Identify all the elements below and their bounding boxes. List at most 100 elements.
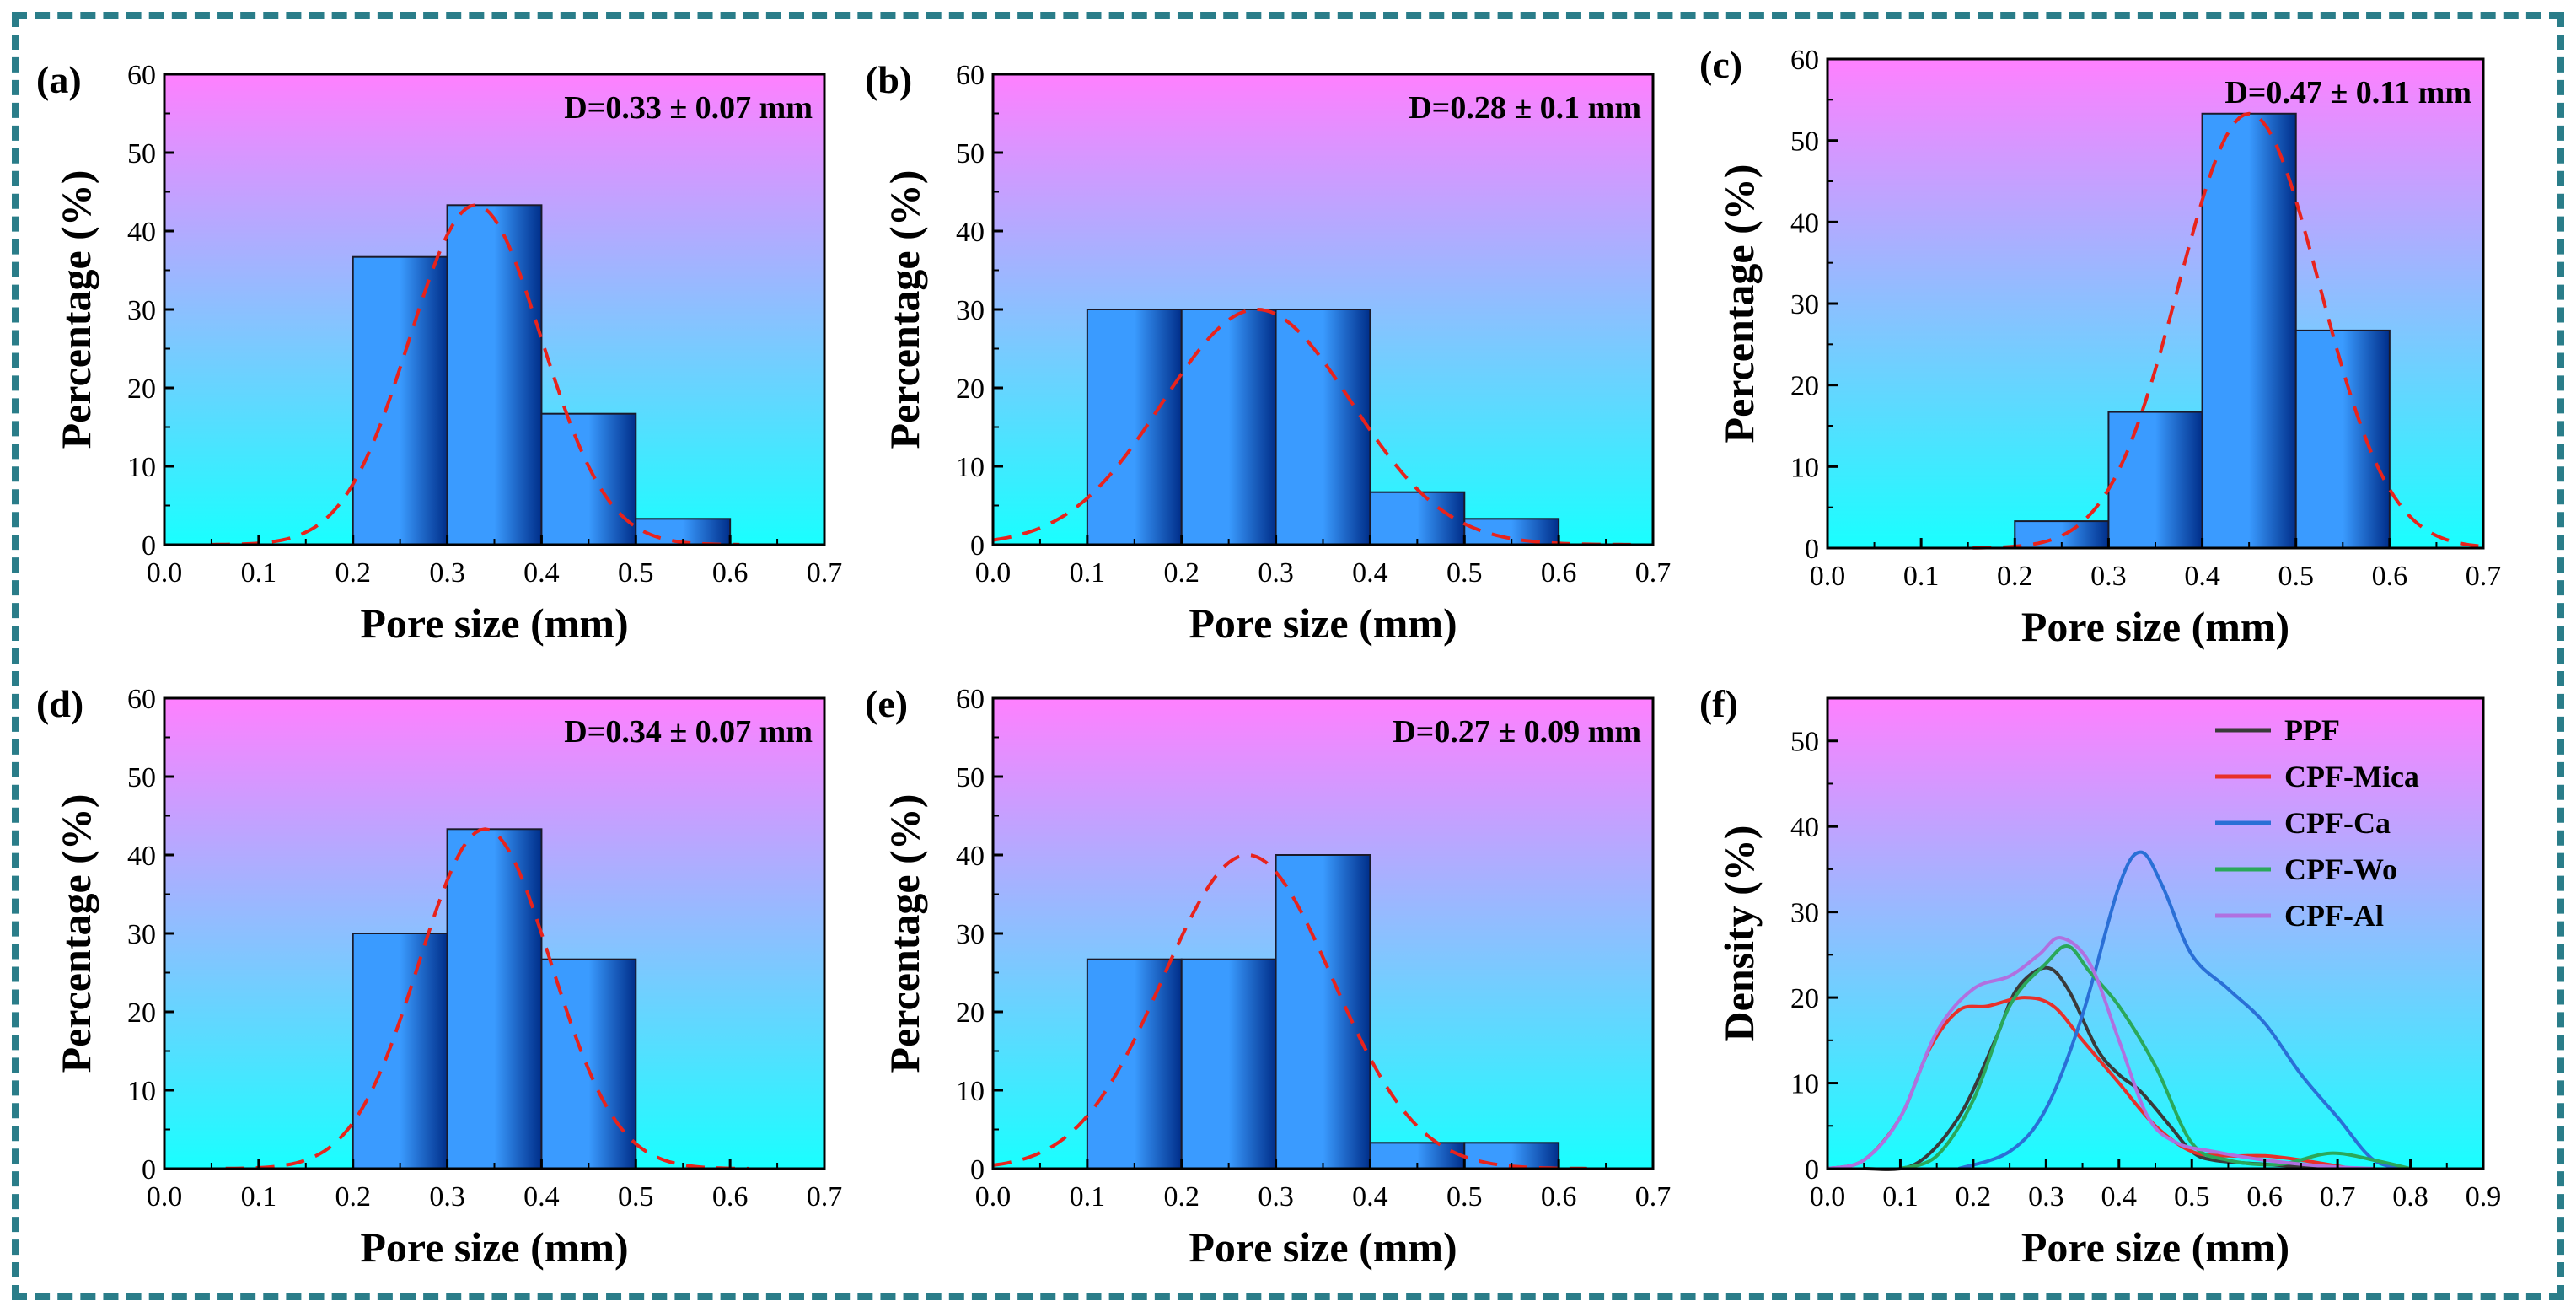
histogram-bar [1275,309,1371,546]
x-tick-label: 0.3 [429,557,465,589]
y-tick-label: 60 [127,60,156,91]
x-tick-label: 0.2 [335,1181,371,1213]
x-tick-label: 0.4 [523,557,560,589]
plot-background [1827,698,2483,1169]
x-tick-label: 0.7 [1635,1181,1672,1213]
y-tick-label: 40 [127,217,156,248]
histogram-bar [352,255,448,546]
density-line-cpf-al [1827,936,2375,1170]
x-tick-label: 0.2 [1163,557,1199,589]
y-tick-label: 30 [1790,898,1819,929]
x-tick-label: 0.6 [2372,561,2408,592]
x-axis-label: Pore size (mm) [2021,1223,2289,1271]
x-tick-label: 0.4 [1352,1181,1388,1213]
y-tick-label: 0 [1805,534,1819,565]
x-tick-label: 0.9 [2466,1181,2502,1213]
x-tick-label: 0.5 [618,557,654,589]
x-tick-label: 0.5 [2278,561,2314,592]
mean-diameter-annotation: D=0.47 ± 0.11 mm [2224,75,2471,110]
x-tick-label: 0.4 [1352,557,1388,589]
x-axis-label: Pore size (mm) [2021,603,2289,650]
histogram-bar [1275,854,1371,1170]
chart-panel-2: 0.0 0.1 0.2 0.3 0.4 0.5 0.6 0.7 0 10 20 30 40 50 60 Por… [865,58,1671,647]
y-tick-label: 20 [956,374,985,405]
x-axis-label: Pore size (mm) [360,600,628,647]
x-tick-label: 0.0 [1810,561,1846,592]
x-tick-label: 0.4 [2184,561,2220,592]
y-axis-label: Percentage (%) [52,170,99,449]
x-tick-label: 0.6 [712,1181,749,1213]
x-tick-label: 0.6 [2246,1181,2283,1213]
y-tick-label: 0 [970,530,985,562]
x-tick-label: 0.3 [1258,557,1294,589]
y-tick-label: 60 [956,60,985,91]
mean-diameter-annotation: D=0.27 ± 0.09 mm [1393,714,1641,750]
normal-fit-curve [211,203,740,546]
chart-panel-6: PPF CPF-Mica CPF-Ca CPF-Wo CPF-Al 0.0 0.1 0.2 0.… [1699,682,2501,1271]
x-tick-label: 0.6 [1541,1181,1577,1213]
y-axis-label: Percentage (%) [881,794,928,1073]
histogram-bar [540,412,637,546]
x-tick-label: 0.5 [618,1181,654,1213]
mean-diameter-annotation: D=0.33 ± 0.07 mm [564,90,813,126]
histogram-bar [1086,309,1183,546]
x-tick-label: 0.0 [975,1181,1012,1213]
panel-letter: (d) [36,682,83,725]
y-axis-label: Percentage (%) [1715,164,1763,444]
y-tick-label: 10 [1790,452,1819,483]
y-tick-label: 30 [1790,289,1819,320]
y-tick-label: 50 [1790,126,1819,158]
chart-panel-4: 0.0 0.1 0.2 0.3 0.4 0.5 0.6 0.7 0 10 20 30 40 50 60 Por… [36,682,842,1271]
density-line-ppf [1864,965,2338,1171]
chart-panel-3: 0.0 0.1 0.2 0.3 0.4 0.5 0.6 0.7 0 10 20 30 40 50 60 Por… [1699,43,2501,650]
y-tick-label: 0 [142,530,156,562]
histogram-bar [446,828,543,1170]
panel-letter: (b) [865,58,912,101]
x-tick-label: 0.0 [1810,1181,1846,1213]
x-tick-label: 0.1 [241,557,277,589]
y-tick-label: 0 [142,1154,156,1186]
y-tick-label: 10 [956,1076,985,1107]
y-tick-label: 10 [1790,1069,1819,1100]
x-axis-label: Pore size (mm) [360,1223,628,1271]
x-tick-label: 0.2 [1997,561,2033,592]
legend-label-cpf-al: CPF-Al [2284,899,2384,933]
histogram-bar [2294,329,2391,549]
y-axis-label: Percentage (%) [52,794,99,1073]
histogram-bar [1180,958,1277,1170]
panel-letter: (f) [1699,682,1738,725]
y-tick-label: 40 [956,841,985,872]
normal-fit-curve [992,852,1587,1170]
y-tick-label: 10 [956,452,985,483]
y-tick-label: 0 [1805,1154,1819,1186]
x-tick-label: 0.2 [335,557,371,589]
chart-panel-5: 0.0 0.1 0.2 0.3 0.4 0.5 0.6 0.7 0 10 20 30 40 50 60 Por… [865,682,1671,1271]
legend-label-cpf-mica: CPF-Mica [2284,760,2419,793]
legend-label-ppf: PPF [2284,713,2340,747]
panel-letter: (c) [1699,43,1742,86]
x-tick-label: 0.8 [2392,1181,2428,1213]
x-axis-label: Pore size (mm) [1189,600,1457,647]
y-tick-label: 0 [970,1154,985,1186]
y-tick-label: 30 [956,919,985,950]
y-tick-label: 40 [1790,207,1819,239]
x-axis-label: Pore size (mm) [1189,1223,1457,1271]
histogram-bar [1369,491,1466,546]
legend-label-cpf-wo: CPF-Wo [2284,852,2397,886]
histogram-bar [2201,112,2297,549]
y-tick-label: 10 [127,452,156,483]
y-tick-label: 40 [1790,812,1819,843]
x-tick-label: 0.1 [1903,561,1940,592]
x-tick-label: 0.1 [1070,1181,1106,1213]
normal-fit-curve [1972,111,2484,550]
x-tick-label: 0.2 [1956,1181,1992,1213]
histogram-bar [2107,411,2203,550]
x-tick-label: 0.7 [2320,1181,2356,1213]
x-tick-label: 0.3 [2090,561,2127,592]
x-tick-label: 0.0 [975,557,1012,589]
x-tick-label: 0.1 [241,1181,277,1213]
panel-letter: (a) [36,58,82,101]
x-tick-label: 0.1 [1070,557,1106,589]
histogram-bar [1463,1142,1560,1170]
mean-diameter-annotation: D=0.34 ± 0.07 mm [564,714,813,750]
